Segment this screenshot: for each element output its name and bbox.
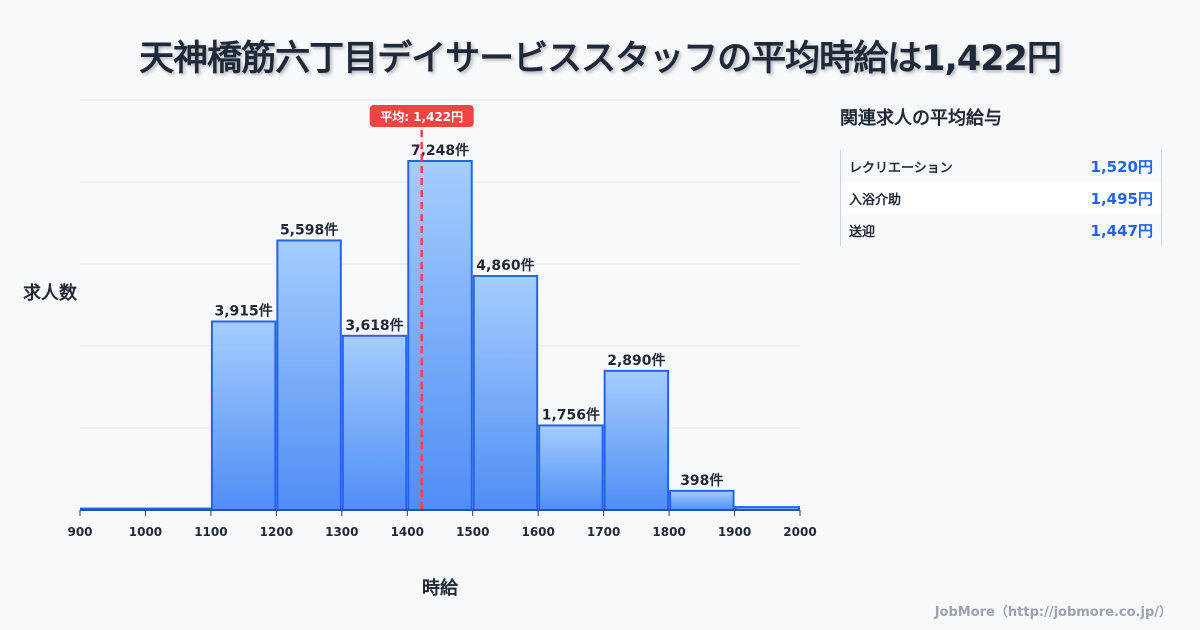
histogram-bar [210, 320, 277, 511]
x-tick-label: 1800 [652, 525, 685, 539]
x-tick-label: 1600 [521, 525, 554, 539]
footer-credit: JobMore（http://jobmore.co.jp/） [934, 605, 1172, 620]
histogram-bar [603, 369, 670, 512]
x-tick-label: 1900 [718, 525, 751, 539]
bar-value-label: 3,915件 [214, 302, 272, 319]
x-tick-label: 1200 [260, 525, 293, 539]
bar-value-label: 398件 [680, 472, 723, 489]
x-axis-label: 時給 [422, 577, 459, 599]
bar-value-label: 2,890件 [607, 352, 665, 369]
x-tick-label: 1400 [391, 525, 424, 539]
job-name: レクリエーション [849, 160, 953, 176]
histogram-bar [276, 239, 342, 511]
x-tick-label: 1000 [129, 525, 162, 539]
bar-value-label: 1,756件 [542, 406, 600, 423]
x-tick-label: 1300 [325, 525, 358, 539]
page-title: 天神橋筋六丁目デイサービススタッフの平均時給は1,422円 [139, 39, 1062, 79]
bar-value-label: 5,598件 [280, 221, 338, 238]
related-salary-panel: 関連求人の平均給与 レクリエーション 1,520円 入浴介助 1,495円 送迎 1,… [840, 104, 1170, 246]
x-tick-label: 1500 [456, 525, 489, 539]
x-tick-label: 2000 [783, 525, 816, 539]
histogram-bar [407, 160, 473, 511]
table-row: レクリエーション 1,520円 [841, 150, 1161, 182]
x-tick-label: 1700 [587, 525, 620, 539]
job-salary: 1,495円 [1090, 189, 1153, 208]
mean-badge [369, 105, 474, 127]
related-salary-title: 関連求人の平均給与 [840, 108, 1002, 129]
bar-value-label: 4,860件 [476, 257, 534, 274]
job-name: 送迎 [849, 224, 876, 240]
histogram-bar [341, 334, 408, 512]
table-row: 送迎 1,447円 [841, 214, 1161, 246]
x-tick-label: 900 [67, 525, 92, 539]
table-row: 入浴介助 1,495円 [841, 182, 1161, 214]
bar-value-label: 7,248件 [411, 142, 469, 159]
job-salary: 1,447円 [1090, 221, 1153, 240]
histogram-bar [472, 274, 539, 512]
related-salary-table: レクリエーション 1,520円 入浴介助 1,495円 送迎 1,447円 [840, 150, 1162, 246]
mean-label: 平均: 1,422円 [380, 109, 463, 124]
histogram-bar [669, 489, 735, 512]
histogram-bar [538, 424, 604, 511]
y-axis-label: 求人数 [23, 282, 78, 304]
x-tick-label: 1100 [194, 525, 227, 539]
bar-value-label: 3,618件 [345, 317, 403, 334]
job-salary: 1,520円 [1090, 157, 1153, 176]
job-name: 入浴介助 [849, 192, 902, 208]
